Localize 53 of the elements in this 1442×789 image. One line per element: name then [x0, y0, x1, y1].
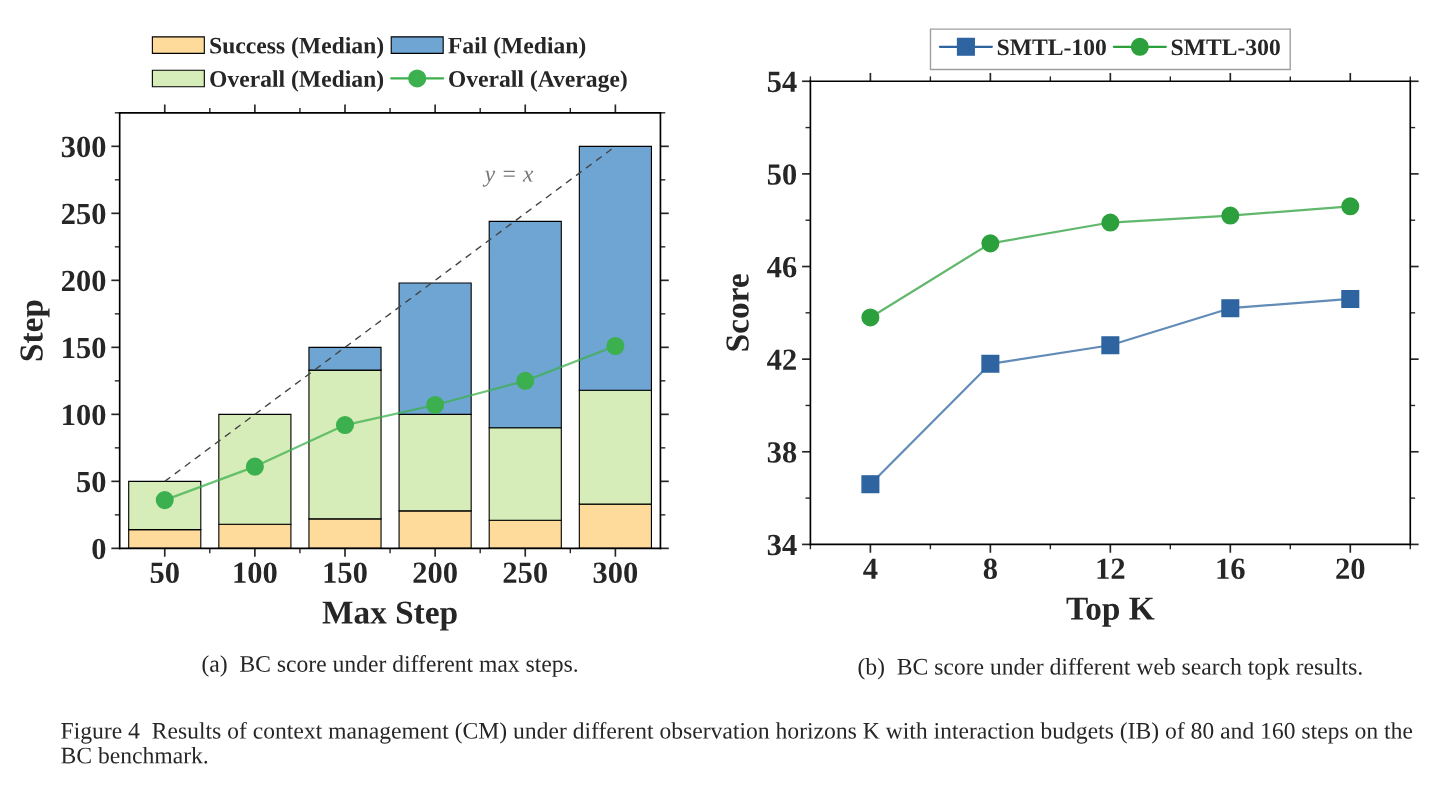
- y-axis-title: Score: [726, 274, 749, 351]
- x-tick-label: 100: [234, 562, 277, 584]
- x-tick-label: 250: [503, 562, 547, 584]
- annotation: y = x: [482, 170, 534, 187]
- legend-label: Success (Median): [210, 36, 384, 59]
- y-tick-label: 0: [92, 538, 106, 560]
- point: [245, 457, 264, 476]
- point: [1101, 213, 1120, 232]
- x-tick-label: 50: [150, 562, 179, 584]
- x-tick-label: 16: [1217, 558, 1245, 580]
- x-tick-label: 4: [863, 558, 878, 579]
- legend-label: Fail (Median): [448, 36, 586, 59]
- point: [1341, 197, 1360, 216]
- y-tick-label: 200: [61, 270, 106, 292]
- y-tick-label: 54: [767, 71, 797, 93]
- legend-label: SMTL-300: [1171, 39, 1280, 56]
- x-tick-label: 200: [413, 562, 457, 584]
- y-axis-title: Step: [20, 300, 50, 361]
- legend-label: SMTL-100: [997, 39, 1106, 56]
- point: [426, 395, 445, 414]
- y-tick-label: 42: [767, 349, 796, 370]
- y-tick-label: 46: [767, 256, 797, 278]
- caption: Figure 4 Results of context management (CM) under different observation horizons K with interaction budgets (IB) of 80 and 160 steps on the BC benchmark.: [61, 721, 1413, 764]
- x-axis-title: Max Step: [322, 601, 457, 631]
- point: [1221, 206, 1240, 225]
- y-tick-label: 50: [77, 471, 106, 493]
- x-tick-label: 8: [983, 558, 997, 580]
- point: [1341, 289, 1360, 308]
- x-tick-label: 150: [324, 562, 367, 584]
- point: [1101, 336, 1120, 355]
- point: [1221, 299, 1240, 318]
- point: [861, 475, 880, 494]
- y-tick-label: 50: [767, 164, 797, 185]
- y-tick-label: 38: [767, 442, 797, 463]
- point: [861, 308, 880, 327]
- x-tick-label: 12: [1097, 558, 1125, 579]
- y-tick-label: 250: [61, 203, 106, 225]
- text: (a) BC score under different max steps.: [202, 655, 578, 677]
- point: [981, 234, 1000, 253]
- point: [516, 371, 535, 390]
- x-tick-label: 20: [1336, 558, 1365, 580]
- legend-label: Overall (Median): [210, 70, 384, 92]
- x-axis-title: Top K: [1066, 597, 1155, 627]
- point: [981, 354, 1000, 373]
- legend-label: Overall (Average): [449, 70, 627, 92]
- y-tick-label: 34: [767, 534, 797, 556]
- y-tick-label: 100: [63, 404, 106, 426]
- point: [606, 336, 625, 356]
- point: [335, 416, 355, 435]
- y-tick-label: 150: [63, 337, 106, 359]
- text: (b) BC score under different web search topk results.: [858, 657, 1362, 680]
- y-tick-label: 300: [61, 136, 106, 158]
- x-tick-label: 300: [593, 562, 638, 584]
